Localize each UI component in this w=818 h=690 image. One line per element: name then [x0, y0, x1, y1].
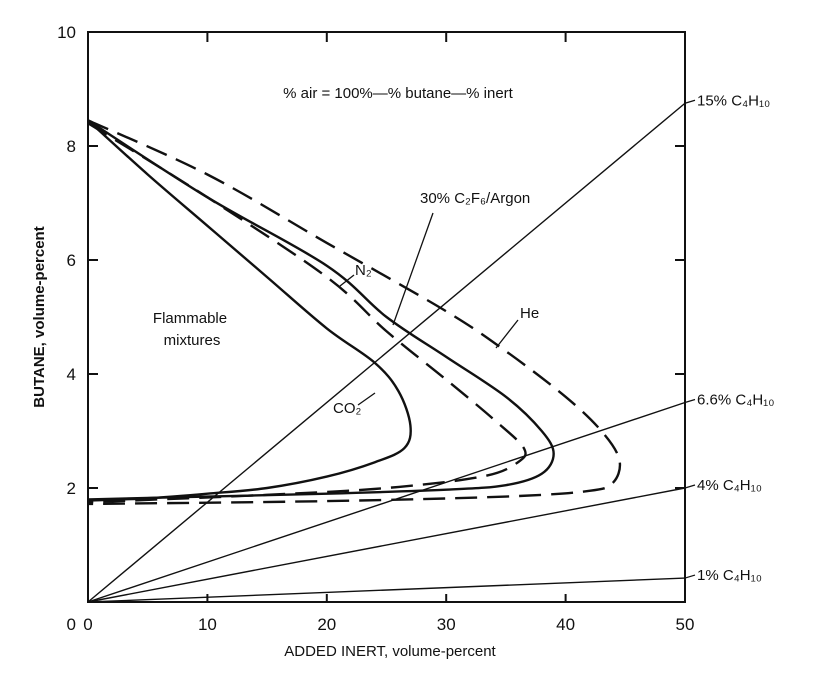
series-30-c2f6-argon: [87, 122, 527, 504]
x-tick-label: 0: [83, 615, 92, 634]
reference-line-label: 6.6% C₄H₁₀: [697, 392, 774, 409]
x-axis-label: ADDED INERT, volume-percent: [284, 643, 496, 660]
reference-line: [87, 401, 686, 603]
series-label: 30% C₂F₆/Argon: [420, 190, 530, 207]
annotation-leader: [392, 212, 434, 326]
y-tick-label: 8: [67, 137, 76, 156]
x-tick-label: 50: [676, 615, 695, 634]
reference-leader: [684, 99, 696, 104]
series-co2: [87, 119, 412, 502]
region-label-line1: Flammable: [153, 310, 227, 327]
region-label-line2: mixtures: [164, 332, 221, 349]
y-tick-label: 2: [67, 479, 76, 498]
y-axis-label: BUTANE, volume-percent: [31, 226, 48, 407]
series-n2: [87, 119, 555, 501]
reference-line: [87, 487, 686, 603]
plot-frame: [87, 31, 686, 603]
annotation-leader: [495, 319, 519, 349]
annotation-leader: [357, 392, 376, 406]
reference-line-label: 1% C₄H₁₀: [697, 567, 762, 584]
reference-line: [87, 577, 686, 603]
x-tick-label: 40: [556, 615, 575, 634]
series-label: CO₂: [333, 400, 362, 417]
reference-leader: [684, 574, 696, 579]
y-tick-label: 6: [67, 251, 76, 270]
reference-leader: [684, 484, 696, 489]
series-he: [87, 119, 622, 506]
x-tick-label: 10: [198, 615, 217, 634]
origin-label: 0: [67, 615, 76, 634]
chart-title: % air = 100%—% butane—% inert: [283, 85, 514, 102]
series-label: He: [520, 305, 539, 322]
reference-line-label: 4% C₄H₁₀: [697, 477, 762, 494]
x-tick-label: 20: [317, 615, 336, 634]
y-tick-label: 10: [57, 23, 76, 42]
series-label: N₂: [355, 262, 372, 279]
reference-leader: [684, 398, 696, 404]
x-tick-label: 30: [437, 615, 456, 634]
annotation-leader: [339, 274, 355, 287]
y-tick-label: 4: [67, 365, 76, 384]
reference-line-label: 15% C₄H₁₀: [697, 92, 770, 109]
reference-line: [87, 102, 686, 603]
